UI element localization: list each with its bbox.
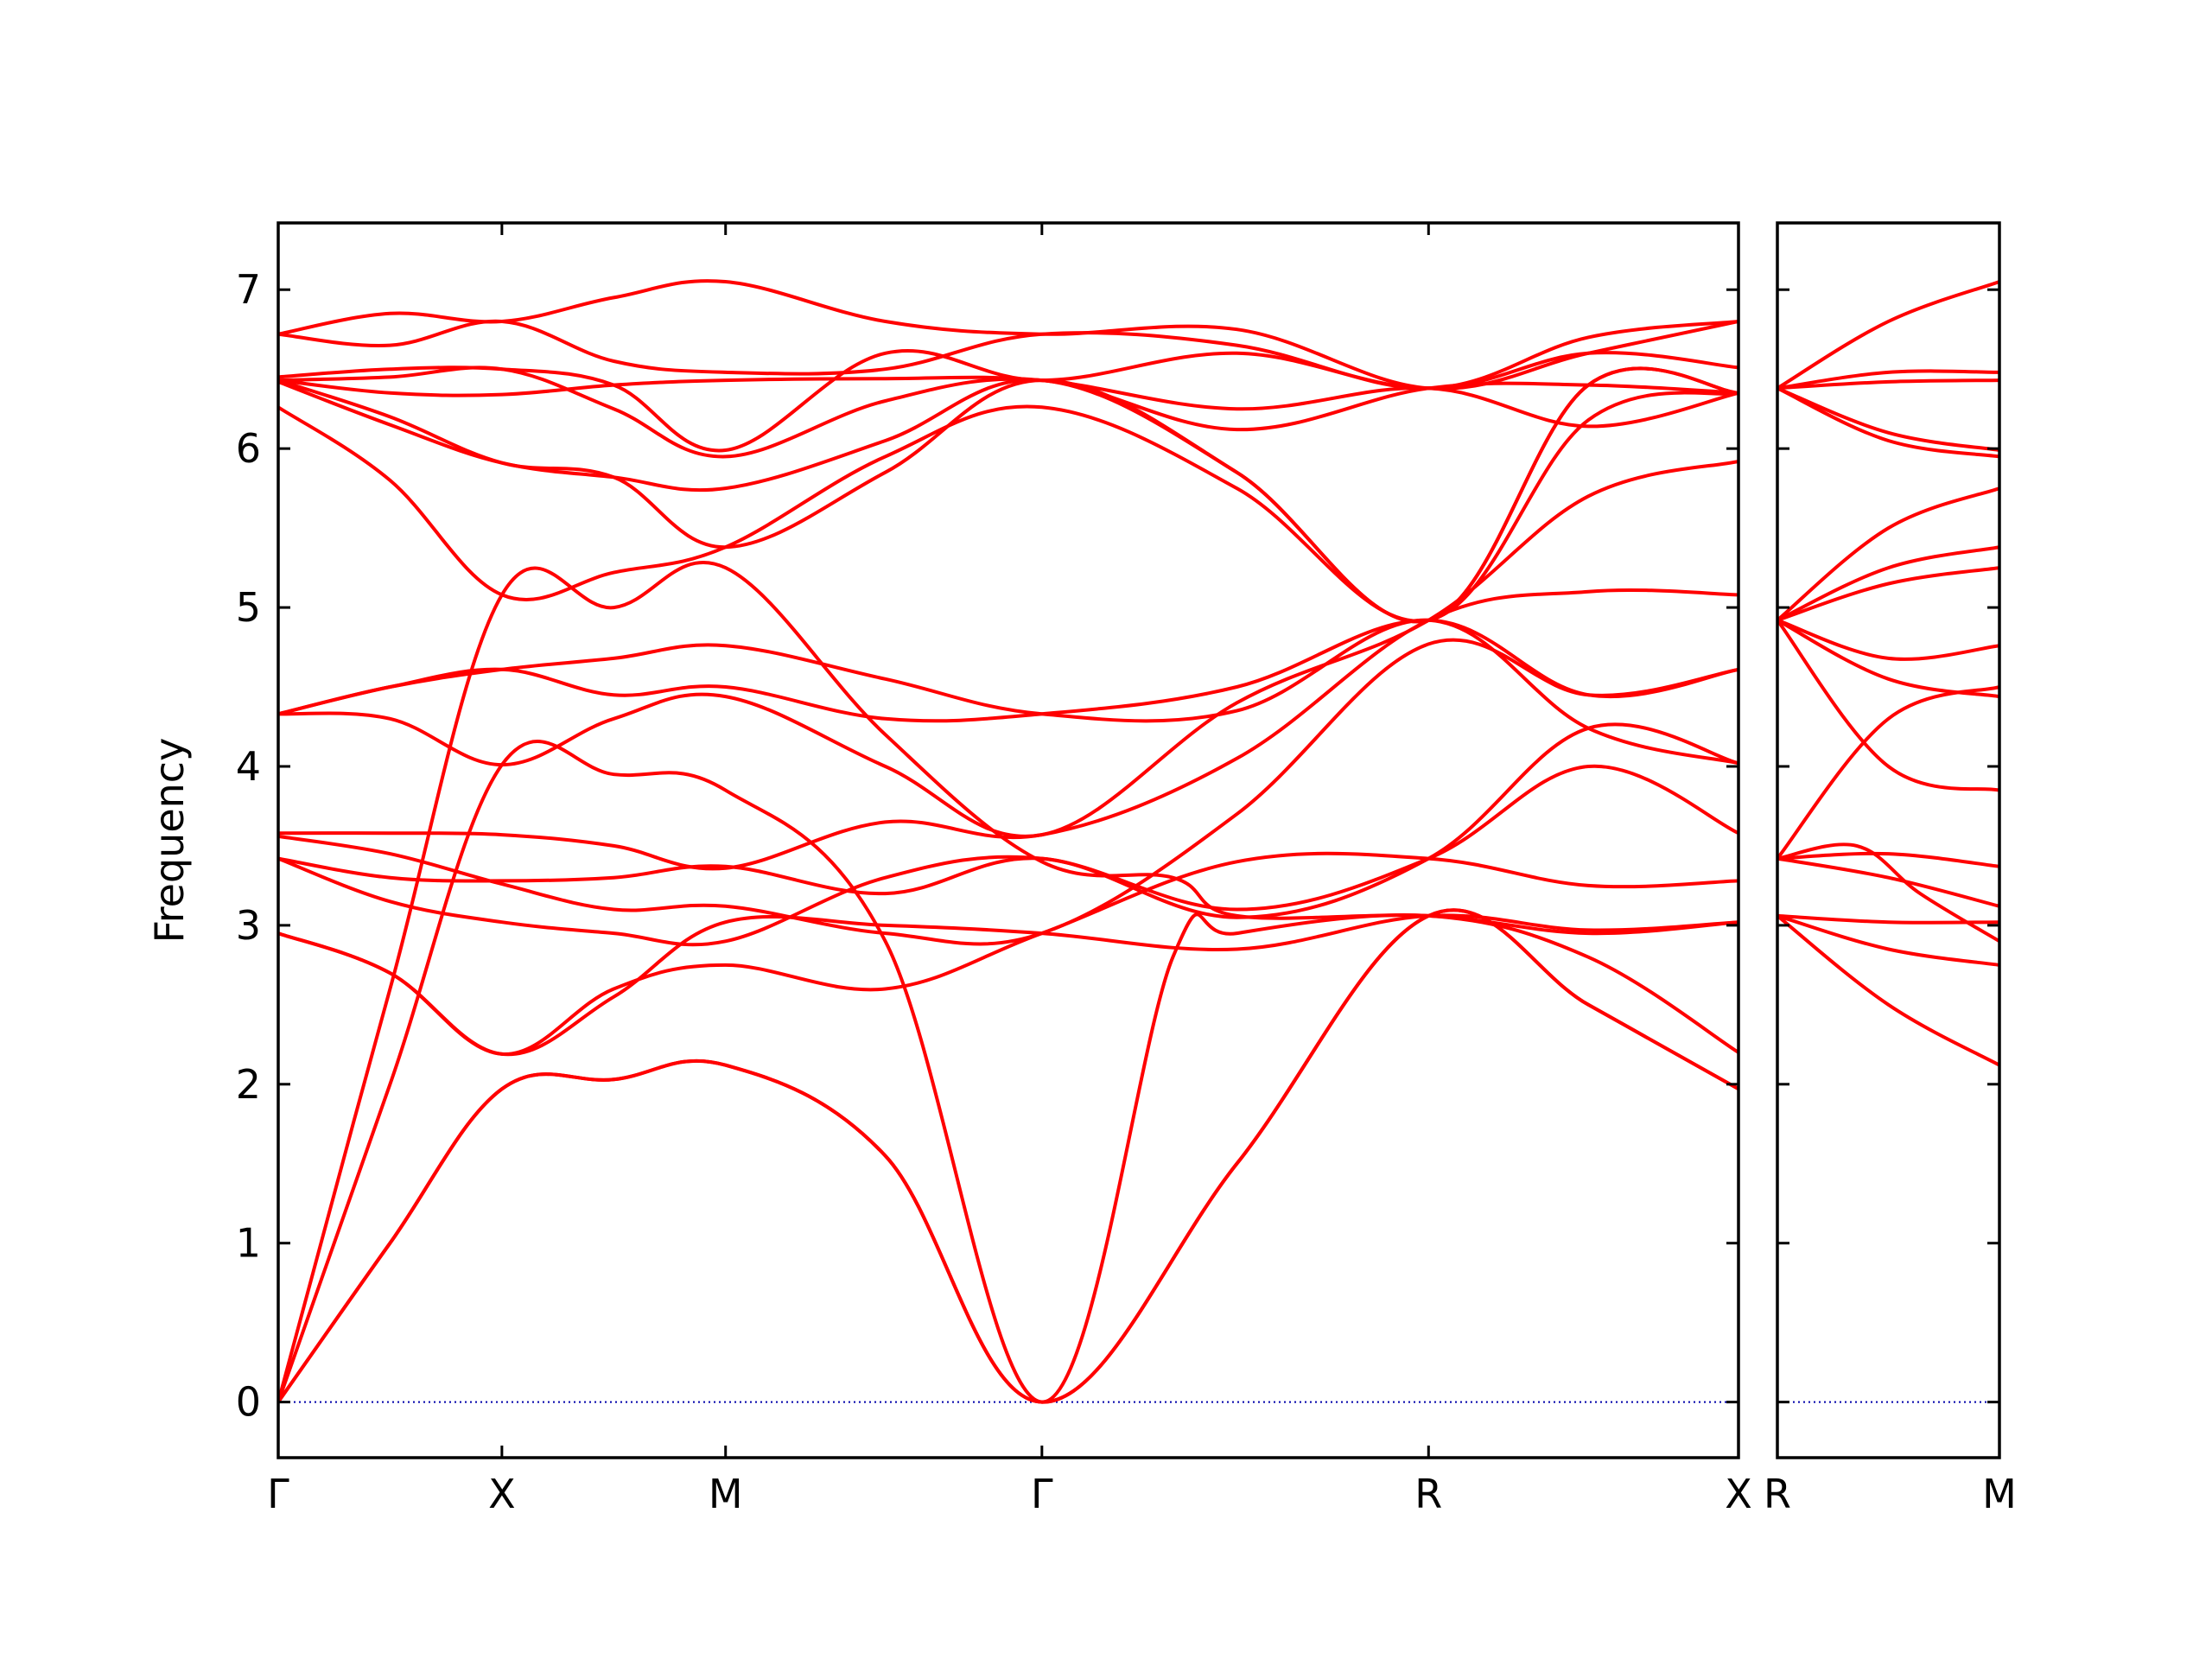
band-line-5 <box>1777 851 1999 868</box>
y-tick-label: 6 <box>236 425 261 472</box>
band-line-14 <box>1777 386 1999 459</box>
band-line-15 <box>1777 386 1999 452</box>
band-line-6 <box>278 851 1738 1056</box>
band-line-1 <box>278 908 1738 1404</box>
y-tick-label: 0 <box>236 1379 261 1426</box>
x-path-label: Γ <box>1031 1471 1053 1517</box>
y-tick-label: 2 <box>236 1061 261 1108</box>
band-line-18 <box>1777 280 1999 391</box>
x-path-label: X <box>488 1471 516 1517</box>
x-path-label: R <box>1764 1471 1791 1517</box>
band-line-16 <box>278 366 1738 624</box>
band-line-12 <box>1777 545 1999 622</box>
x-path-label: M <box>1982 1471 2017 1517</box>
band-line-8 <box>1777 618 1999 792</box>
x-path-label: M <box>709 1471 743 1517</box>
band-line-3 <box>1777 913 1999 925</box>
band-line-17 <box>1777 369 1999 391</box>
band-line-4 <box>278 561 1738 1404</box>
band-line-21 <box>278 279 1738 391</box>
band-line-9 <box>1777 618 1999 699</box>
plot-frame <box>1776 221 2001 1459</box>
band-line-10 <box>1777 618 1999 661</box>
main-panel: 0 1 2 3 4 5 6 7 Γ X M Γ R X <box>236 221 1752 1517</box>
band-line-13 <box>278 618 1738 766</box>
band-line-16 <box>1777 378 1999 391</box>
band-line-13 <box>1777 486 1999 622</box>
x-path-label: R <box>1414 1471 1442 1517</box>
band-line-6 <box>1777 842 1999 944</box>
band-line-8 <box>278 722 1738 919</box>
band-line-14 <box>278 391 1738 623</box>
band-line-1 <box>1777 913 1999 1067</box>
y-tick-label: 7 <box>236 266 261 313</box>
band-line-4 <box>1777 856 1999 908</box>
y-axis-label: Frequency <box>146 738 193 944</box>
band-line-10 <box>278 588 1738 871</box>
band-line-9 <box>278 638 1738 946</box>
band-line-17 <box>278 375 1738 429</box>
y-tick-label: 5 <box>236 584 261 631</box>
band-line-7 <box>1777 685 1999 861</box>
x-path-label: Γ <box>267 1471 289 1517</box>
band-line-5 <box>278 913 1738 1057</box>
band-line-11 <box>278 459 1738 838</box>
band-line-7 <box>278 764 1738 947</box>
plot-frame <box>276 221 1740 1459</box>
band-line-11 <box>1777 566 1999 622</box>
band-line-19 <box>278 348 1738 453</box>
y-tick-label: 3 <box>236 902 261 949</box>
band-line-2 <box>1777 913 1999 967</box>
y-tick-label: 1 <box>236 1220 261 1267</box>
band-line-2 <box>278 908 1738 1404</box>
x-path-label: X <box>1725 1471 1752 1517</box>
y-tick-label: 4 <box>236 743 261 790</box>
